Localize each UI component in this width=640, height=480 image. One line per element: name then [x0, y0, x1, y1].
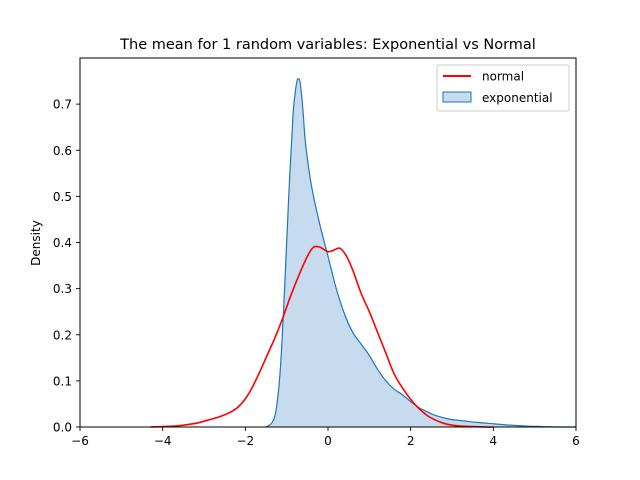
- exponential-density-area: [266, 78, 576, 428]
- legend-exponential-swatch: [442, 91, 472, 103]
- y-tick-label: 0.6: [53, 144, 72, 158]
- legend-normal-label: normal: [482, 70, 524, 84]
- y-tick-label: 0.2: [53, 328, 72, 342]
- y-tick-label: 0.5: [53, 190, 72, 204]
- chart-title: The mean for 1 random variables: Exponen…: [119, 37, 536, 53]
- x-tick-label: 0: [324, 434, 332, 448]
- legend-exponential-label: exponential: [482, 91, 553, 105]
- x-tick-label: −2: [236, 434, 254, 448]
- x-tick-label: −6: [71, 434, 89, 448]
- series-layer: [150, 78, 577, 428]
- y-tick-label: 0.3: [53, 282, 72, 296]
- x-tick-label: 2: [407, 434, 415, 448]
- normal-density-line: [150, 245, 494, 428]
- y-tick-label: 0.4: [53, 236, 72, 250]
- legend: normal exponential: [436, 64, 570, 112]
- y-tick-label: 0.7: [53, 98, 72, 112]
- exponential-density-line: [265, 78, 577, 428]
- x-tick-label: −4: [154, 434, 172, 448]
- y-axis-label: Density: [29, 220, 43, 266]
- y-axis: 0.0 0.1 0.2 0.3 0.4 0.5 0.6 0.7: [53, 98, 80, 435]
- x-tick-label: 4: [490, 434, 498, 448]
- x-tick-label: 6: [572, 434, 580, 448]
- y-tick-label: 0.1: [53, 374, 72, 388]
- y-tick-label: 0.0: [53, 421, 72, 435]
- x-axis: −6 −4 −2 0 2 4 6: [71, 427, 580, 448]
